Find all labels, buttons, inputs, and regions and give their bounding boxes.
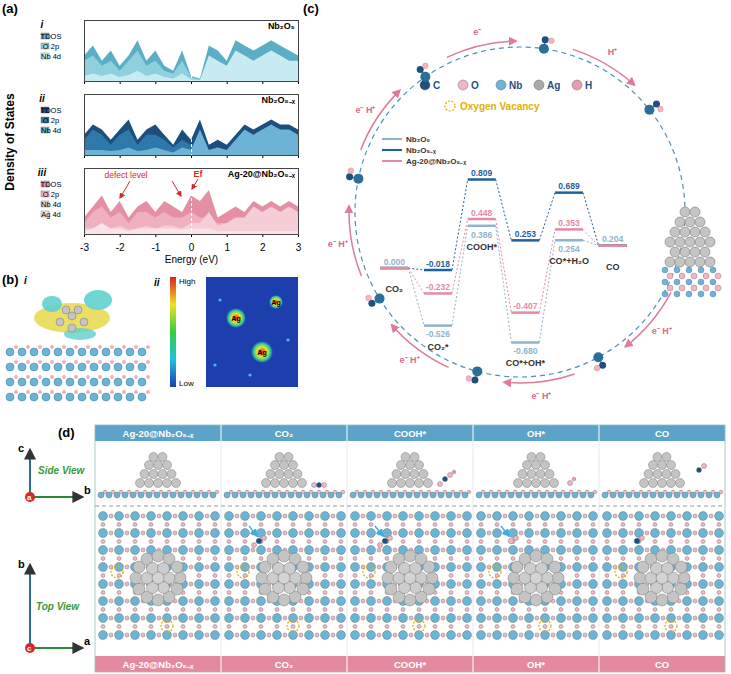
svg-text:-0.526: -0.526 xyxy=(426,329,450,339)
svg-text:Nb 4d: Nb 4d xyxy=(41,126,61,135)
svg-text:CO: CO xyxy=(655,428,669,439)
svg-text:Ag: Ag xyxy=(547,80,560,91)
svg-text:Nb₂O₅₋ₓ: Nb₂O₅₋ₓ xyxy=(262,95,296,105)
svg-text:Nb₂O₅₋ₓ: Nb₂O₅₋ₓ xyxy=(406,146,436,155)
svg-text:CO*+OH*: CO*+OH* xyxy=(506,358,546,368)
svg-text:Ef: Ef xyxy=(194,169,204,179)
svg-text:-2: -2 xyxy=(116,242,125,253)
svg-text:c: c xyxy=(27,644,32,653)
svg-text:Ag: Ag xyxy=(271,299,280,307)
svg-text:-0.680: -0.680 xyxy=(513,346,537,356)
svg-text:Ag-20@Nb₂O₅₋ₓ: Ag-20@Nb₂O₅₋ₓ xyxy=(228,169,296,179)
svg-text:Energy (eV): Energy (eV) xyxy=(165,254,218,265)
svg-text:Density of States: Density of States xyxy=(3,93,17,191)
svg-text:Nb 4d: Nb 4d xyxy=(41,52,61,61)
svg-text:0.689: 0.689 xyxy=(558,181,580,191)
svg-text:a: a xyxy=(27,493,32,502)
svg-text:TDOS: TDOS xyxy=(41,106,62,115)
svg-text:CO₂: CO₂ xyxy=(275,659,293,670)
svg-text:0.204: 0.204 xyxy=(602,234,624,244)
svg-text:Top View: Top View xyxy=(36,601,80,612)
svg-text:CO*+H₂O: CO*+H₂O xyxy=(549,256,589,266)
svg-text:Ag-20@Nb₂O₅₋ₓ: Ag-20@Nb₂O₅₋ₓ xyxy=(406,157,466,166)
svg-text:Ag-20@Nb₂O₅₋ₓ: Ag-20@Nb₂O₅₋ₓ xyxy=(123,659,194,670)
svg-text:Nb 4d: Nb 4d xyxy=(41,200,61,209)
svg-text:defect level: defect level xyxy=(105,170,148,180)
svg-text:Ag 4d: Ag 4d xyxy=(41,210,61,219)
svg-text:(a): (a) xyxy=(2,1,18,16)
svg-text:iii: iii xyxy=(38,167,47,178)
svg-text:CO: CO xyxy=(655,659,669,670)
svg-text:COOH*: COOH* xyxy=(394,659,427,670)
svg-text:e⁻: e⁻ xyxy=(473,27,481,37)
svg-text:Nb₂O₅: Nb₂O₅ xyxy=(406,135,430,144)
svg-text:Oxygen Vacancy: Oxygen Vacancy xyxy=(460,101,540,112)
svg-text:TDOS: TDOS xyxy=(41,180,62,189)
svg-text:Side View: Side View xyxy=(38,465,86,476)
svg-text:c: c xyxy=(18,442,24,454)
svg-text:e⁻ H⁺: e⁻ H⁺ xyxy=(400,355,420,365)
svg-text:e⁻ H⁺: e⁻ H⁺ xyxy=(652,326,672,336)
svg-text:TDOS: TDOS xyxy=(41,32,62,41)
svg-text:Ag-20@Nb₂O₅₋ₓ: Ag-20@Nb₂O₅₋ₓ xyxy=(123,428,194,439)
svg-text:0.386: 0.386 xyxy=(471,230,493,240)
svg-text:ii: ii xyxy=(39,93,45,104)
svg-text:Low: Low xyxy=(179,379,194,388)
svg-text:Ag: Ag xyxy=(231,315,240,323)
svg-text:-0.018: -0.018 xyxy=(426,259,450,269)
svg-text:O: O xyxy=(471,80,479,91)
svg-text:High: High xyxy=(179,277,195,286)
svg-text:OH*: OH* xyxy=(527,659,545,670)
svg-text:CO₂: CO₂ xyxy=(275,428,293,439)
svg-text:C: C xyxy=(433,80,440,91)
svg-text:CO₂*: CO₂* xyxy=(427,342,448,352)
svg-text:-0.232: -0.232 xyxy=(426,282,450,292)
svg-text:CO: CO xyxy=(606,262,620,272)
svg-text:H⁺: H⁺ xyxy=(608,47,618,57)
svg-text:H: H xyxy=(585,80,592,91)
svg-text:OH*: OH* xyxy=(527,428,545,439)
svg-text:e⁻ H⁺: e⁻ H⁺ xyxy=(531,391,551,401)
svg-text:0.448: 0.448 xyxy=(471,208,493,218)
svg-text:3: 3 xyxy=(296,242,302,253)
svg-text:e⁻ H⁺: e⁻ H⁺ xyxy=(328,239,348,249)
svg-text:-3: -3 xyxy=(80,242,89,253)
svg-text:i: i xyxy=(41,19,44,30)
svg-text:0.254: 0.254 xyxy=(558,244,580,254)
svg-text:CO₂: CO₂ xyxy=(386,284,404,294)
svg-text:2: 2 xyxy=(260,242,266,253)
svg-text:Ag: Ag xyxy=(257,349,266,357)
svg-text:O 2p: O 2p xyxy=(43,42,59,51)
svg-text:COOH*: COOH* xyxy=(394,428,427,439)
svg-text:0.809: 0.809 xyxy=(471,168,493,178)
svg-text:e⁻ H⁺: e⁻ H⁺ xyxy=(355,105,375,115)
svg-text:0: 0 xyxy=(189,242,195,253)
svg-text:(c): (c) xyxy=(303,1,319,16)
svg-text:ii: ii xyxy=(154,277,160,288)
svg-text:O 2p: O 2p xyxy=(43,190,59,199)
svg-text:COOH*: COOH* xyxy=(466,242,497,252)
svg-text:b: b xyxy=(84,484,91,496)
svg-text:(b): (b) xyxy=(2,272,19,287)
svg-text:i: i xyxy=(24,275,27,286)
svg-text:Nb₂O₅: Nb₂O₅ xyxy=(268,21,295,31)
svg-text:Nb: Nb xyxy=(509,80,522,91)
svg-text:0.353: 0.353 xyxy=(558,218,580,228)
svg-text:0.253: 0.253 xyxy=(515,229,537,239)
svg-text:0.000: 0.000 xyxy=(384,257,406,267)
svg-text:O 2p: O 2p xyxy=(43,116,59,125)
svg-text:a: a xyxy=(84,635,91,647)
svg-text:b: b xyxy=(18,558,25,570)
svg-text:-1: -1 xyxy=(151,242,160,253)
svg-text:-0.407: -0.407 xyxy=(513,301,537,311)
svg-text:1: 1 xyxy=(224,242,230,253)
svg-text:(d): (d) xyxy=(58,425,75,440)
